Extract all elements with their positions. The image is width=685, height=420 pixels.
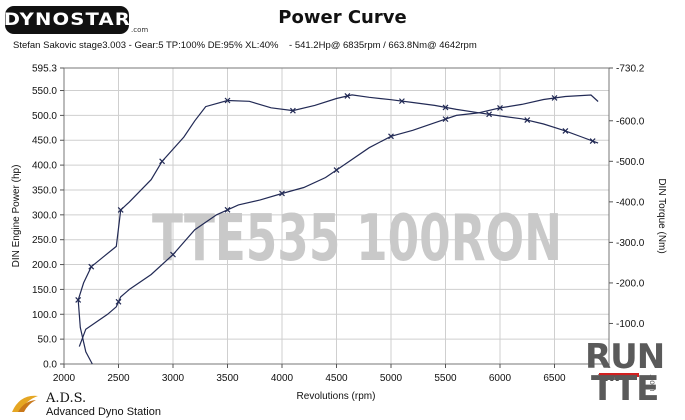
x-tick-label: 2000 <box>53 373 76 384</box>
watermark-tte: TTE <box>591 369 659 409</box>
watermark-com: .com <box>648 374 657 392</box>
watermark-run: RUN <box>585 337 665 377</box>
power-marker <box>442 116 449 123</box>
left-tick-label: 250.0 <box>32 235 57 246</box>
x-tick-label: 2500 <box>107 373 130 384</box>
ads-brand: A.D.S. <box>46 391 87 406</box>
torque-marker <box>442 104 449 111</box>
right-tick-label: -200.0 <box>616 278 645 289</box>
left-tick-label: 400.0 <box>32 161 57 172</box>
right-tick-label: -100.0 <box>616 319 645 330</box>
left-tick-label: 350.0 <box>32 185 57 196</box>
x-tick-label: 5500 <box>434 373 457 384</box>
logo-suffix: .com <box>131 26 149 34</box>
torque-marker <box>589 138 596 144</box>
power-marker <box>224 206 231 213</box>
x-tick-label: 4500 <box>325 373 348 384</box>
right-axis-ticks: -100.0 -200.0 -300.0 -400.0 -500.0 -600.0 -730… <box>609 64 645 330</box>
series-power-line <box>78 94 599 347</box>
torque-marker <box>224 97 231 104</box>
power-marker <box>551 95 558 101</box>
left-tick-label: 50.0 <box>38 335 58 346</box>
torque-marker <box>75 297 82 303</box>
left-tick-label: 500.0 <box>32 111 57 122</box>
left-tick-label: 300.0 <box>32 210 57 221</box>
left-tick-label: 550.0 <box>32 86 57 97</box>
chart-title: Power Curve <box>278 7 407 28</box>
right-tick-label: -730.2 <box>616 64 645 75</box>
left-tick-label: 450.0 <box>32 136 57 147</box>
x-tick-label: 4000 <box>271 373 294 384</box>
marker-layer <box>75 93 596 305</box>
logo-text: DYNOSTAR <box>3 10 131 30</box>
right-tick-label: -500.0 <box>616 157 645 168</box>
torque-marker <box>289 107 296 114</box>
torque-marker <box>524 117 531 123</box>
grid <box>64 68 609 364</box>
right-axis-label: DIN Torque (Nm) <box>656 178 667 253</box>
run-peaks: - 541.2Hp@ 6835rpm / 663.8Nm@ 4642rpm <box>289 40 477 51</box>
power-marker <box>115 298 122 305</box>
power-marker <box>333 167 340 174</box>
x-tick-label: 5000 <box>380 373 403 384</box>
left-tick-label: 595.3 <box>32 64 57 75</box>
run-info: Stefan Sakovic stage3.003 - Gear:5 TP:10… <box>13 40 477 51</box>
right-tick-label: -600.0 <box>616 116 645 127</box>
x-tick-label: 3500 <box>216 373 239 384</box>
torque-marker <box>486 111 493 118</box>
ads-logo-icon <box>12 395 38 412</box>
power-marker <box>279 190 285 197</box>
center-watermark: TTE535 100RON <box>152 202 562 276</box>
torque-marker <box>398 98 405 105</box>
power-marker <box>170 251 176 258</box>
left-tick-label: 200.0 <box>32 260 57 271</box>
power-marker <box>497 105 503 111</box>
runtte-watermark: RUN TTE .com <box>585 340 669 416</box>
torque-marker <box>117 207 124 213</box>
x-tick-label: 6500 <box>543 373 566 384</box>
watermark-red-bar <box>599 373 639 377</box>
torque-marker <box>159 158 166 165</box>
left-axis-label: DIN Engine Power (hp) <box>11 165 22 268</box>
x-axis-label: Revolutions (rpm) <box>297 391 376 402</box>
x-tick-label: 7000 <box>598 373 621 384</box>
torque-marker <box>344 93 351 99</box>
left-tick-label: 0.0 <box>43 360 57 371</box>
left-axis-ticks: 0.0 50.0 100.0 150.0 200.0 250.0 300.0 350.0 400… <box>32 64 64 371</box>
run-description: Stefan Sakovic stage3.003 - Gear:5 TP:10… <box>13 40 279 51</box>
power-marker <box>388 133 394 140</box>
left-tick-label: 150.0 <box>32 285 57 296</box>
right-tick-label: -400.0 <box>616 197 645 208</box>
x-tick-label: 6000 <box>489 373 512 384</box>
x-tick-label: 3000 <box>162 373 185 384</box>
dynostar-logo: DYNOSTAR <box>3 6 131 34</box>
torque-marker <box>562 127 569 134</box>
ads-subtitle: Advanced Dyno Station <box>46 406 161 418</box>
right-tick-label: -300.0 <box>616 238 645 249</box>
torque-marker <box>88 263 95 270</box>
left-tick-label: 100.0 <box>32 310 57 321</box>
x-axis-ticks: 2000 2500 3000 3500 4000 4500 5000 5500 6000 6500… <box>53 364 621 384</box>
